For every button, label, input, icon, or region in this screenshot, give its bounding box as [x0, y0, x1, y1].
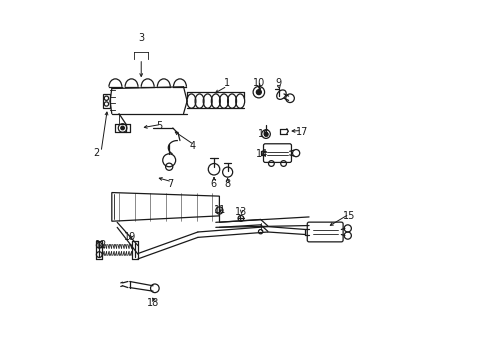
Text: 9: 9: [275, 78, 282, 88]
Text: 16: 16: [257, 129, 269, 139]
Text: 12: 12: [95, 239, 107, 249]
Text: 14: 14: [255, 149, 267, 159]
Text: 5: 5: [156, 121, 162, 131]
Text: 10: 10: [252, 78, 264, 88]
Circle shape: [121, 126, 124, 130]
Text: 3: 3: [138, 33, 144, 43]
Text: 6: 6: [210, 179, 216, 189]
Circle shape: [256, 90, 261, 95]
Text: 17: 17: [295, 127, 307, 136]
Text: 7: 7: [166, 179, 173, 189]
Text: 1: 1: [224, 78, 230, 88]
Text: 4: 4: [189, 141, 195, 151]
Text: 13: 13: [234, 207, 246, 217]
Circle shape: [264, 132, 267, 136]
Text: 2: 2: [93, 148, 100, 158]
Text: 8: 8: [224, 179, 230, 189]
Text: 19: 19: [124, 232, 136, 242]
Text: 11: 11: [214, 206, 226, 216]
Text: 15: 15: [342, 211, 355, 221]
Text: 18: 18: [146, 298, 159, 308]
